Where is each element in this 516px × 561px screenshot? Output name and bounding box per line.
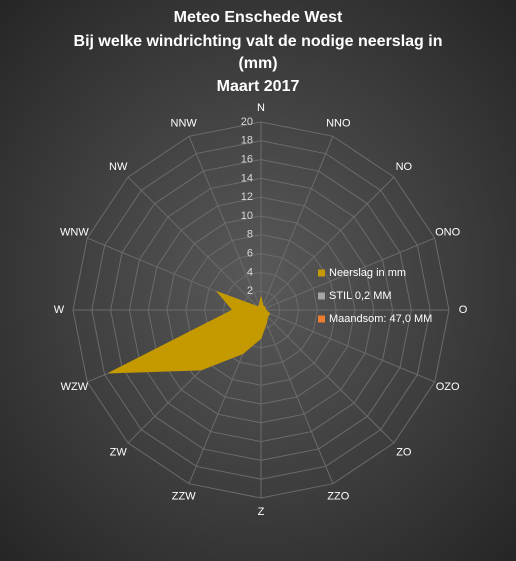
spoke: [260, 136, 334, 311]
radar-area: [108, 290, 271, 374]
r-tick-label: 16: [241, 154, 253, 166]
direction-label: NNO: [326, 117, 351, 129]
direction-label: NW: [109, 161, 128, 173]
chart-title: Maart 2017: [217, 78, 300, 95]
r-tick-label: 12: [241, 191, 253, 203]
spoke: [260, 309, 395, 444]
direction-label: ZO: [396, 447, 412, 459]
r-tick-label: 10: [241, 210, 253, 222]
chart-title: Meteo Enschede West: [174, 9, 343, 26]
direction-label: ZW: [110, 447, 128, 459]
direction-label: WNW: [60, 227, 89, 239]
direction-label: W: [54, 304, 65, 316]
direction-label: N: [257, 102, 265, 114]
r-tick-label: 20: [241, 116, 253, 128]
direction-label: ZZW: [172, 491, 196, 503]
legend-label: Neerslag in mm: [329, 267, 406, 279]
spoke: [260, 176, 395, 311]
legend-label: Maandsom: 47,0 MM: [329, 313, 432, 325]
spoke: [260, 309, 435, 383]
direction-label: O: [459, 304, 468, 316]
direction-label: OZO: [436, 381, 460, 393]
direction-label: Z: [258, 506, 265, 518]
r-tick-label: 2: [247, 285, 253, 297]
r-tick-label: 14: [241, 172, 253, 184]
direction-label: WZW: [61, 381, 89, 393]
chart-title: (mm): [238, 55, 277, 72]
direction-label: ONO: [435, 227, 461, 239]
direction-label: ZZO: [327, 491, 349, 503]
direction-label: NO: [396, 161, 413, 173]
spoke: [260, 309, 334, 484]
r-tick-label: 8: [247, 229, 253, 241]
legend-swatch: [318, 269, 325, 277]
direction-label: NNW: [171, 117, 198, 129]
spoke: [127, 176, 262, 311]
r-tick-label: 4: [247, 266, 253, 278]
chart-title: Bij welke windrichting valt de nodige ne…: [74, 33, 443, 50]
r-tick-label: 6: [247, 248, 253, 260]
spoke: [260, 237, 435, 311]
legend-swatch: [318, 292, 325, 300]
legend-label: STIL 0,2 MM: [329, 290, 392, 302]
spoke: [188, 136, 262, 311]
legend-swatch: [318, 315, 325, 323]
r-tick-label: 18: [241, 135, 253, 147]
